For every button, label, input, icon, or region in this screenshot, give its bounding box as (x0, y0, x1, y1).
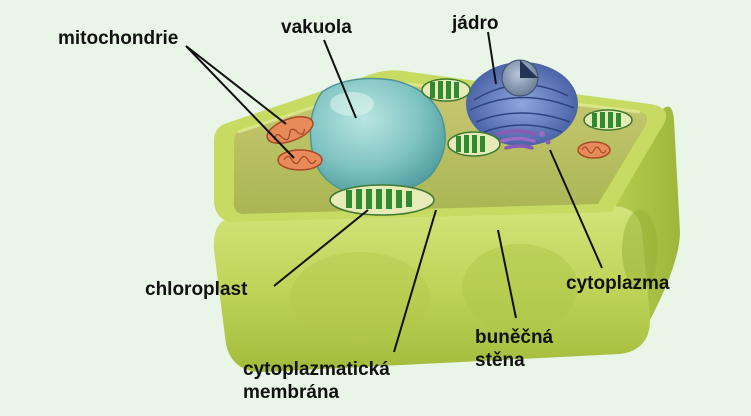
leader-jadro (487, 31, 497, 85)
label-chloroplast: chloroplast (145, 279, 248, 300)
mitochondria (266, 116, 611, 171)
label-cytoplazmaticka-line1: cytoplazmatická (243, 359, 390, 380)
leader-vakuola (323, 39, 357, 119)
nucleus (466, 59, 578, 146)
chloroplast-bottom (329, 184, 435, 216)
golgi-apparatus (491, 129, 551, 150)
label-cytoplazma: cytoplazma (566, 273, 670, 294)
label-vakuola: vakuola (281, 17, 352, 38)
label-cytoplazmaticka-membrana: cytoplazmatická membrána (243, 358, 390, 404)
mitochondrion-right (577, 141, 611, 159)
chloroplast-top (421, 78, 471, 102)
chloroplasts (329, 78, 633, 216)
label-bunecna-stena-line2: stěna (475, 350, 525, 371)
label-jadro: jádro (452, 13, 499, 34)
chloroplast-middle (447, 131, 501, 157)
vacuole (309, 77, 446, 196)
label-bunecna-stena: buněčná stěna (475, 326, 553, 372)
label-cytoplazmaticka-line2: membrána (243, 382, 340, 403)
leader-bunecna-stena (497, 229, 517, 319)
leader-lines (185, 31, 603, 353)
leader-chloroplast (273, 209, 369, 287)
leader-cytoplazma (549, 149, 603, 269)
label-bunecna-stena-line1: buněčná (475, 327, 554, 348)
leader-mitochondrie-2 (185, 45, 295, 159)
label-mitochondrie: mitochondrie (58, 28, 179, 49)
mitochondrion-lower (277, 149, 323, 171)
mitochondrion-upper (266, 116, 314, 144)
leader-cytoplazmaticka (393, 209, 437, 353)
chloroplast-right (583, 109, 633, 131)
leader-mitochondrie-1 (185, 45, 287, 125)
